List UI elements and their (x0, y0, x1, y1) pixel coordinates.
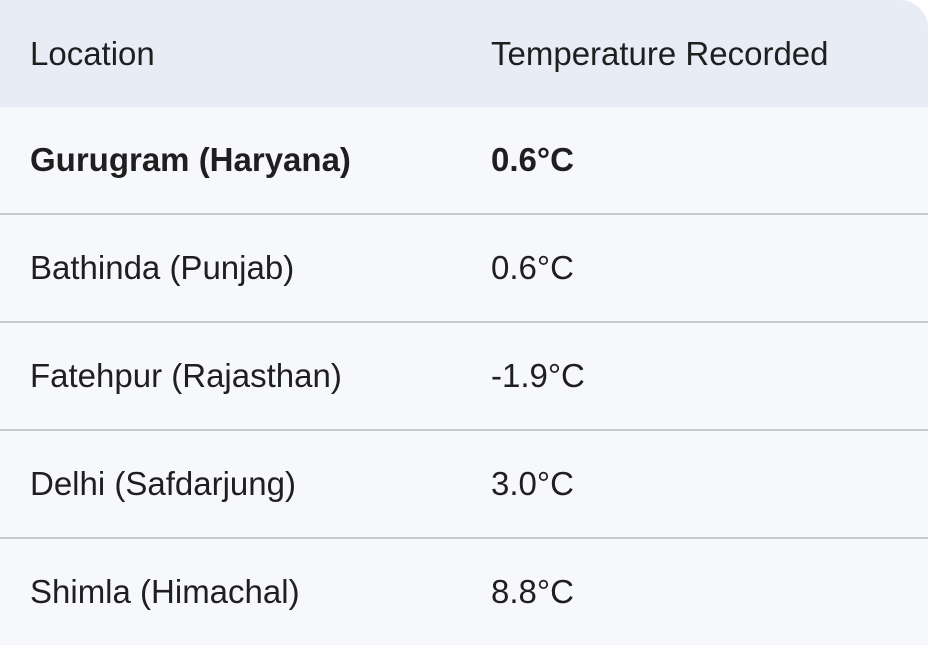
cell-temperature: -1.9°C (491, 357, 585, 394)
cell-location: Fatehpur (Rajasthan) (30, 357, 342, 394)
cell-temperature: 0.6°C (491, 249, 574, 286)
cell-temperature: 3.0°C (491, 465, 574, 502)
table-header: Location Temperature Recorded (0, 0, 928, 107)
cell-temperature: 8.8°C (491, 573, 574, 610)
cell-location: Delhi (Safdarjung) (30, 465, 296, 502)
cell-location: Shimla (Himachal) (30, 573, 300, 610)
table-row: Fatehpur (Rajasthan) -1.9°C (0, 323, 928, 431)
cell-location: Bathinda (Punjab) (30, 249, 295, 286)
cell-location: Gurugram (Haryana) (30, 141, 351, 178)
table-row: Shimla (Himachal) 8.8°C (0, 539, 928, 645)
header-temperature: Temperature Recorded (491, 34, 829, 72)
table-row: Delhi (Safdarjung) 3.0°C (0, 431, 928, 539)
table-row: Gurugram (Haryana) 0.6°C (0, 107, 928, 215)
header-location: Location (30, 34, 155, 72)
cell-temperature: 0.6°C (491, 141, 574, 178)
table-row: Bathinda (Punjab) 0.6°C (0, 215, 928, 323)
